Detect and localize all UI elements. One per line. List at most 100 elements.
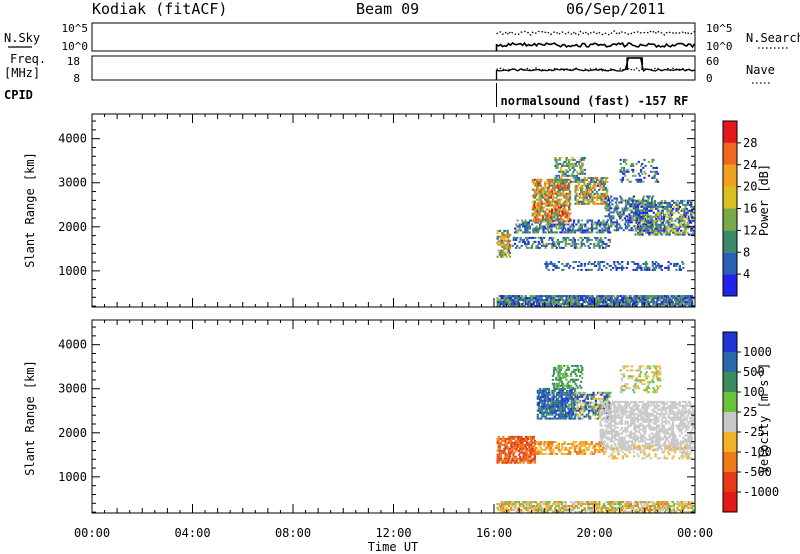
data-cell: [586, 202, 589, 205]
data-cell: [548, 297, 551, 300]
data-cell: [552, 384, 556, 387]
data-cell: [557, 202, 560, 205]
data-cell: [605, 244, 608, 247]
data-cell: [522, 301, 525, 304]
data-cell: [599, 295, 602, 298]
data-cell: [504, 461, 507, 464]
data-cell: [544, 198, 547, 201]
data-cell: [605, 221, 608, 224]
data-cell: [540, 395, 543, 398]
data-cell: [683, 199, 686, 202]
data-cell: [567, 166, 571, 169]
data-cell: [637, 207, 640, 210]
data-cell: [669, 203, 672, 206]
data-cell: [562, 295, 565, 298]
data-cell: [631, 211, 634, 214]
data-cell: [594, 202, 597, 205]
data-cell: [638, 174, 641, 177]
data-cell: [615, 219, 619, 222]
data-cell: [507, 249, 510, 252]
data-cell: [624, 203, 628, 206]
data-cell: [670, 303, 673, 305]
data-cell: [514, 507, 517, 510]
data-cell: [577, 268, 580, 271]
data-cell: [669, 225, 672, 228]
data-cell: [572, 301, 575, 304]
data-cell: [629, 501, 633, 504]
data-cell: [566, 364, 569, 367]
data-cell: [577, 227, 580, 230]
data-cell: [685, 297, 688, 300]
data-cell: [653, 503, 656, 506]
data-cell: [501, 511, 504, 513]
data-cell: [549, 397, 552, 400]
data-cell: [564, 503, 567, 506]
data-cell: [658, 213, 661, 216]
data-cell: [496, 231, 499, 234]
data-cell: [540, 401, 543, 404]
data-cell: [661, 205, 664, 208]
data-cell: [648, 203, 651, 206]
data-cell: [592, 184, 595, 187]
data-cell: [689, 199, 692, 202]
data-cell: [668, 221, 671, 224]
data-cell: [519, 238, 522, 241]
data-cell: [501, 437, 504, 440]
data-cell: [659, 509, 662, 511]
data-cell: [535, 227, 538, 230]
data-cell: [609, 395, 612, 398]
data-cell: [630, 229, 633, 232]
data-cell: [594, 501, 598, 504]
data-cell: [558, 182, 561, 185]
data-cell: [639, 213, 642, 216]
data-cell: [585, 268, 588, 271]
data-cell: [603, 181, 606, 183]
data-cell: [625, 305, 628, 307]
data-cell: [565, 180, 568, 183]
colorbar-segment: [723, 252, 737, 275]
data-cell: [667, 299, 670, 302]
data-cell: [558, 366, 561, 369]
data-cell: [658, 264, 661, 267]
data-cell: [570, 415, 573, 418]
data-cell: [541, 216, 545, 219]
data-cell: [580, 405, 583, 408]
data-cell: [566, 214, 569, 217]
data-cell: [556, 305, 559, 307]
data-cell: [607, 507, 610, 510]
data-cell: [544, 182, 547, 185]
data-cell: [615, 301, 618, 304]
data-cell: [574, 242, 578, 245]
data-cell: [625, 158, 628, 161]
data-cell: [555, 393, 559, 396]
data-cell: [524, 449, 527, 452]
data-cell: [655, 227, 658, 230]
data-cell: [597, 261, 600, 263]
data-cell: [537, 240, 540, 243]
data-cell: [555, 299, 558, 302]
data-cell: [534, 450, 537, 453]
data-cell: [650, 209, 653, 212]
data-cell: [605, 266, 608, 269]
data-cell: [656, 180, 660, 183]
data-cell: [570, 387, 573, 390]
data-cell: [641, 199, 644, 202]
data-cell: [556, 384, 559, 387]
data-cell: [633, 213, 637, 216]
data-cell: [508, 245, 512, 248]
data-cell: [510, 451, 513, 454]
data-cell: [687, 511, 690, 513]
data-cell: [553, 188, 556, 191]
data-cell: [676, 229, 679, 232]
data-cell: [553, 216, 556, 219]
data-cell: [519, 511, 522, 513]
data-cell: [575, 170, 578, 173]
data-cell: [563, 204, 566, 207]
data-cell: [675, 297, 678, 300]
data-cell: [566, 399, 569, 402]
data-cell: [533, 220, 537, 223]
data-cell: [650, 297, 653, 300]
data-cell: [603, 395, 606, 398]
data-cell: [641, 299, 644, 302]
data-cell: [566, 389, 569, 392]
